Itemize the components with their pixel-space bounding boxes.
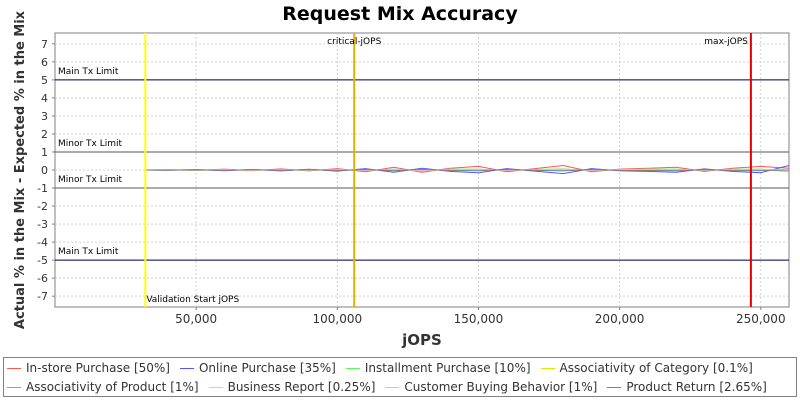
y-tick-label: -7 [37, 290, 48, 303]
legend-label: Customer Buying Behavior [1%] [404, 380, 598, 394]
y-tick-label: 0 [41, 164, 48, 177]
legend-swatch [7, 386, 21, 388]
legend-swatch [7, 367, 21, 369]
marker-label: max-jOPS [704, 37, 748, 47]
legend-item: Business Report [0.25%] [208, 380, 376, 394]
x-tick-label: 200,000 [595, 312, 645, 326]
legend-item: Installment Purchase [10%] [345, 361, 531, 375]
y-axis-ticks: -7 -6 -5 -4 -3 -2 -1 0 1 2 3 4 5 6 7 [37, 38, 55, 303]
y-tick-label: 1 [41, 146, 48, 159]
x-tick-label: 150,000 [454, 312, 504, 326]
y-tick-label: 5 [41, 74, 48, 87]
legend-item: Associativity of Product [1%] [7, 380, 199, 394]
legend-label: In-store Purchase [50%] [26, 361, 170, 375]
legend-label: Associativity of Product [1%] [26, 380, 199, 394]
marker-label: critical-jOPS [327, 37, 381, 47]
y-tick-label: -6 [37, 272, 48, 285]
y-tick-label: 2 [41, 128, 48, 141]
series-line [145, 168, 790, 172]
x-tick-label: 250,000 [736, 312, 786, 326]
legend-item: In-store Purchase [50%] [7, 361, 170, 375]
y-axis-label: Actual % in the Mix - Expected % in the … [13, 10, 28, 329]
legend-swatch [607, 386, 622, 388]
x-tick-label: 100,000 [312, 312, 362, 326]
legend-label: Business Report [0.25%] [227, 380, 376, 394]
chart-title: Request Mix Accuracy [282, 3, 518, 25]
legend-item: Online Purchase [35%] [179, 361, 336, 375]
legend-label: Installment Purchase [10%] [364, 361, 531, 375]
legend-label: Associativity of Category [0.1%] [559, 361, 753, 375]
legend-row-2: Associativity of Product [1%] Business R… [4, 378, 774, 396]
y-tick-label: -2 [37, 200, 48, 213]
legend-label: Product Return [2.65%] [626, 380, 767, 394]
legend-item: Customer Buying Behavior [1%] [385, 380, 597, 394]
legend-swatch [345, 367, 360, 369]
marker-lines: Validation Start jOPS critical-jOPS max-jO… [144, 33, 752, 307]
series-layer [145, 164, 790, 175]
reference-lines: Main Tx Limit Minor Tx Limit Minor Tx Limi… [55, 67, 789, 261]
series-line [145, 168, 790, 172]
marker-label: Validation Start jOPS [146, 295, 239, 305]
legend-swatch [385, 386, 400, 388]
legend-swatch [179, 367, 194, 369]
y-tick-label: 6 [41, 56, 48, 69]
legend: In-store Purchase [50%] Online Purchase … [3, 357, 797, 397]
reference-line-label: Minor Tx Limit [58, 175, 123, 185]
legend-swatch [540, 367, 555, 369]
reference-line-label: Minor Tx Limit [58, 139, 123, 149]
legend-swatch [208, 386, 223, 388]
legend-row-1: In-store Purchase [50%] Online Purchase … [4, 359, 760, 377]
reference-line-label: Main Tx Limit [58, 67, 119, 77]
reference-line-label: Main Tx Limit [58, 247, 119, 257]
y-tick-label: 7 [41, 38, 48, 51]
x-tick-label: 50,000 [175, 312, 217, 326]
legend-item: Associativity of Category [0.1%] [540, 361, 753, 375]
legend-item: Product Return [2.65%] [607, 380, 767, 394]
y-tick-label: -3 [37, 218, 48, 231]
y-tick-label: 3 [41, 110, 48, 123]
y-tick-label: 4 [41, 92, 48, 105]
x-axis-label: jOPS [401, 331, 442, 349]
legend-label: Online Purchase [35%] [198, 361, 336, 375]
y-tick-label: -1 [37, 182, 48, 195]
y-tick-label: -4 [37, 236, 48, 249]
x-axis-ticks: 50,000 100,000 150,000 200,000 250,000 [175, 307, 786, 326]
y-tick-label: -5 [37, 254, 48, 267]
